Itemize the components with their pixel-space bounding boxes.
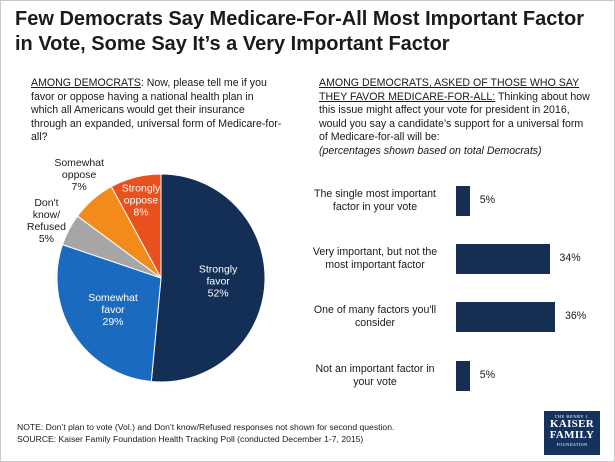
bar-category-label: One of many factors you'll consider xyxy=(313,303,437,330)
bar-value-label: 5% xyxy=(479,369,496,381)
bar-value-label: 36% xyxy=(565,310,587,322)
bar-category-label: Not an important factor in your vote xyxy=(315,362,435,389)
chart-title: Few Democrats Say Medicare-For-All Most … xyxy=(15,8,585,55)
footer: NOTE: Don’t plan to vote (Vol.) and Don’… xyxy=(17,422,517,445)
right-question-note: (percentages shown based on total Democr… xyxy=(319,144,542,157)
left-question-prefix: AMONG DEMOCRATS xyxy=(31,77,141,89)
logo-line-3: FAMILY xyxy=(549,429,595,441)
bar xyxy=(456,186,470,216)
right-question: AMONG DEMOCRATS, ASKED OF THOSE WHO SAY … xyxy=(319,77,591,158)
kff-logo: THE HENRY J. KAISER FAMILY FOUNDATION xyxy=(544,411,600,455)
pie-slice-strongly-oppose xyxy=(110,173,162,279)
pie-chart: Strongly favor 52% Somewhat favor 29% Don't kno… xyxy=(27,157,266,383)
footer-note: NOTE: Don’t plan to vote (Vol.) and Don’… xyxy=(17,422,395,432)
pie-label: Somewhat oppose 7% xyxy=(54,157,104,193)
bar-value-label: 34% xyxy=(559,252,581,264)
logo-line-4: FOUNDATION xyxy=(556,442,588,447)
pie-slice-strongly-favor xyxy=(150,173,266,383)
right-question-text: Thinking about how this issue might affe… xyxy=(319,90,590,144)
bar xyxy=(456,302,555,332)
footer-source: SOURCE: Kaiser Family Foundation Health … xyxy=(17,433,364,444)
pie-slice-somewhat-favor xyxy=(56,243,162,383)
pie-label: Strongly favor 52% xyxy=(199,264,238,300)
bar-category-label: The single most important factor in your… xyxy=(314,187,436,214)
left-question: AMONG DEMOCRATS: Now, please tell me if … xyxy=(31,77,283,145)
bar xyxy=(456,244,550,274)
logo-line-2: KAISER xyxy=(550,418,594,430)
pie-label: Strongly oppose 8% xyxy=(122,182,161,218)
bar-value-label: 5% xyxy=(479,194,496,206)
bar xyxy=(456,361,470,391)
pie-label: Don't know/Refused 5% xyxy=(27,197,66,245)
bar-category-label: Very important, but not the most importa… xyxy=(312,245,438,272)
logo-line-1: THE HENRY J. xyxy=(554,414,590,419)
left-question-text: : Now, please tell me if you favor or op… xyxy=(31,77,282,143)
pie-label: Somewhat favor 29% xyxy=(88,292,138,328)
right-question-prefix: AMONG DEMOCRATS, ASKED OF THOSE WHO SAY … xyxy=(319,77,580,103)
